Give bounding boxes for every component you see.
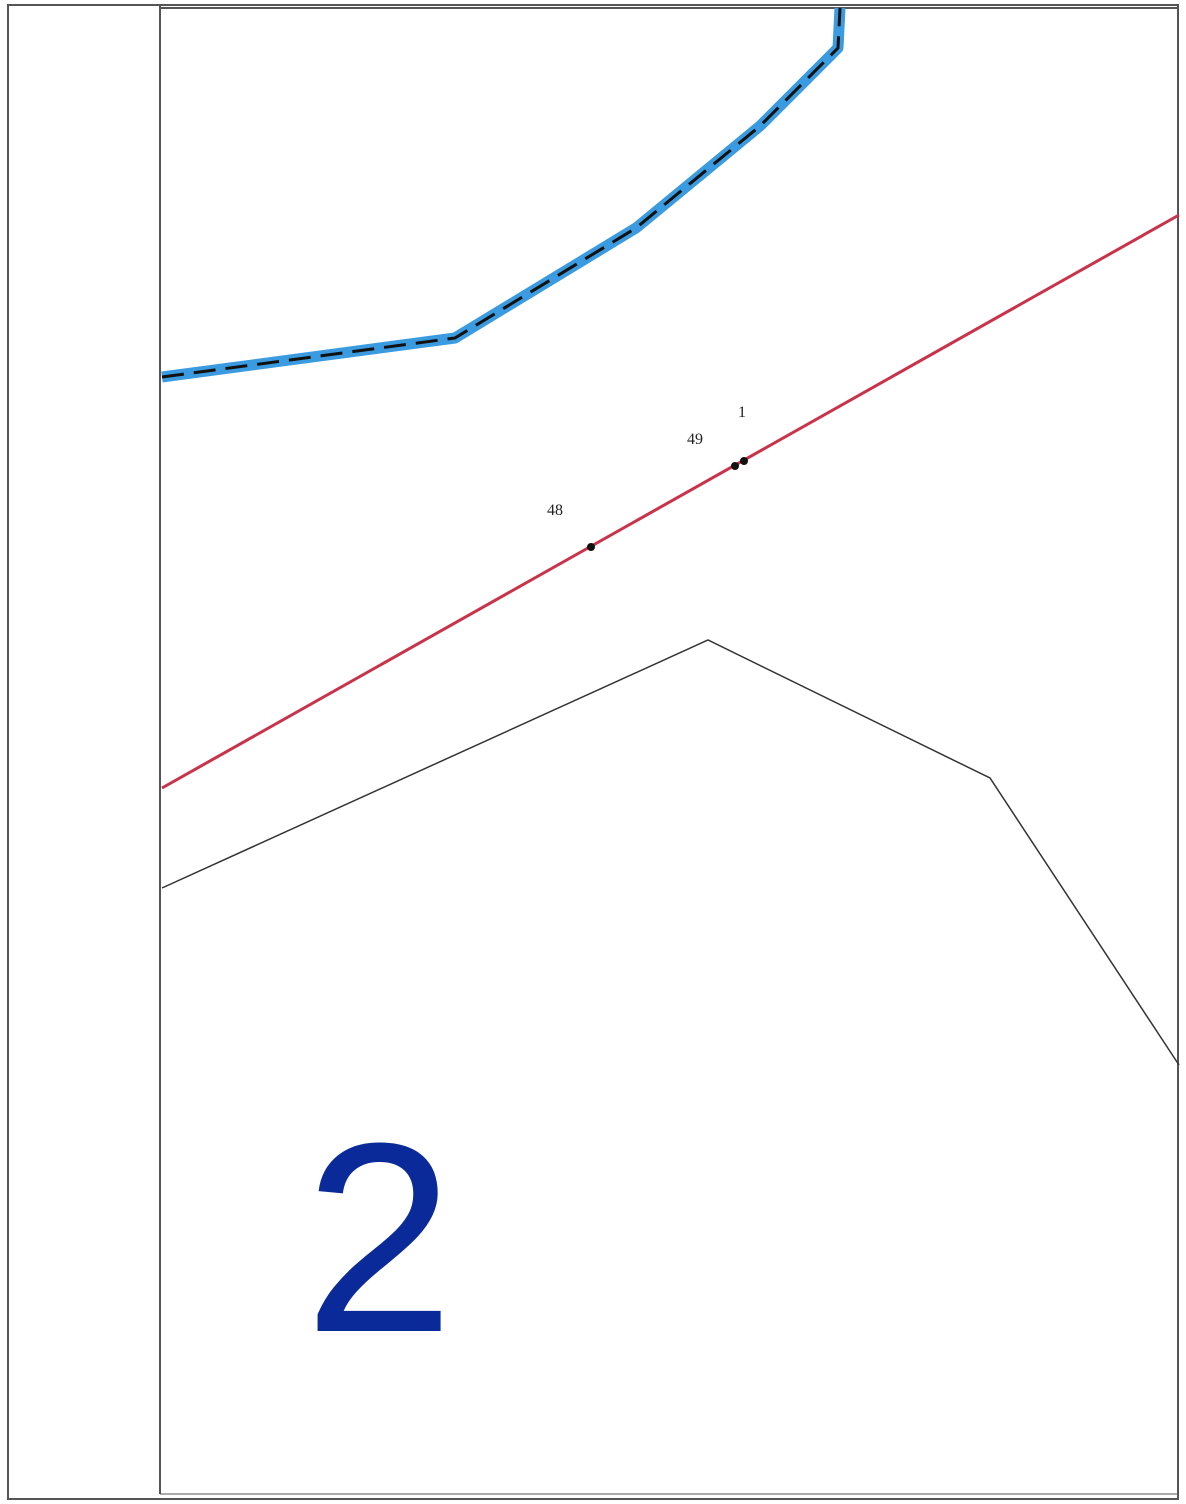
point-label-48: 48 — [547, 502, 563, 519]
water-boundary-line — [161, 7, 846, 383]
point-label-49: 49 — [687, 431, 703, 448]
boundary-point-48 — [587, 543, 595, 551]
boundary-point-1 — [740, 457, 748, 465]
thin-boundary-line — [161, 639, 1180, 1066]
red-boundary-line — [161, 213, 1180, 790]
outer-frame — [7, 4, 1179, 1500]
boundary-point-49 — [731, 462, 739, 470]
zone-number: 2 — [304, 1088, 454, 1389]
point-label-1: 1 — [738, 404, 746, 421]
